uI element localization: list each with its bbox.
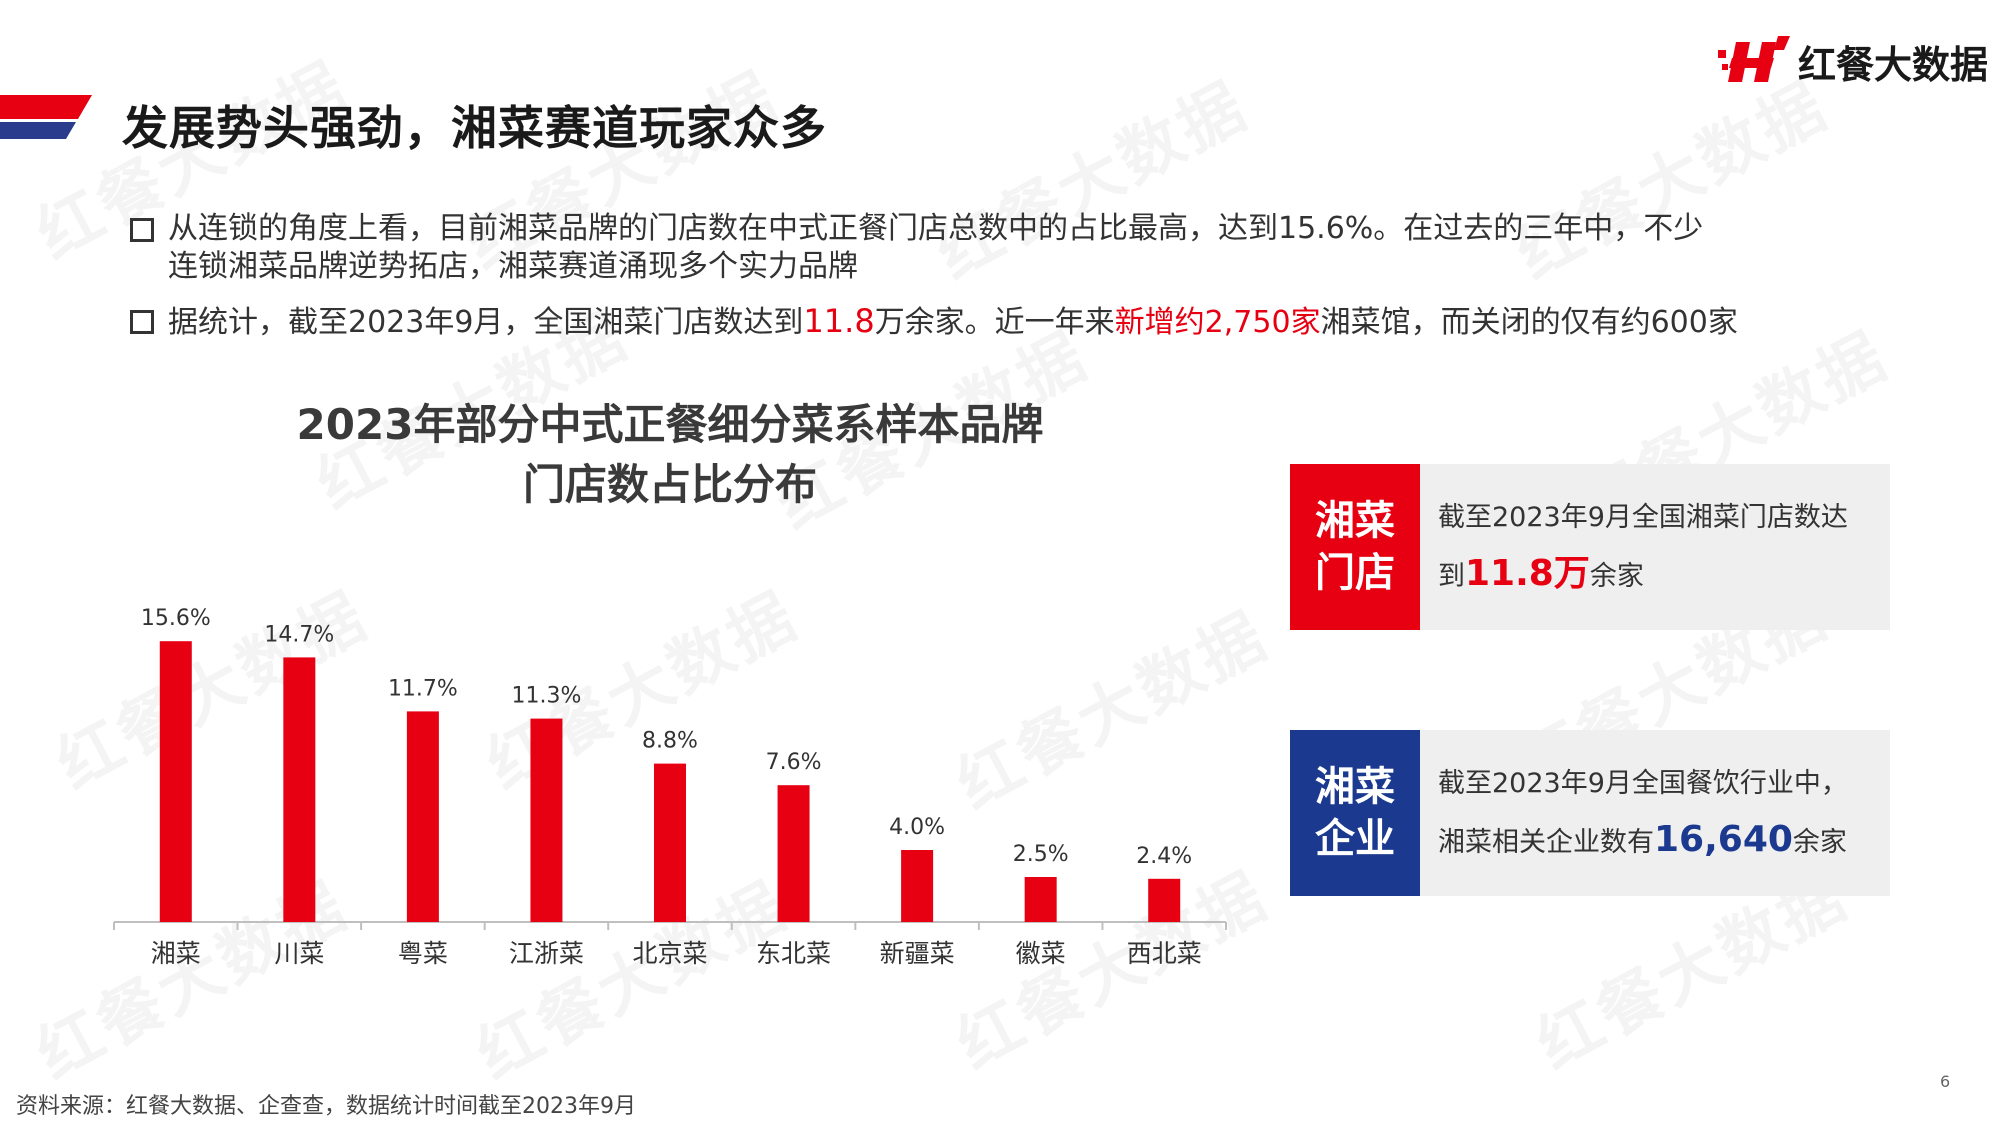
chart-title: 2023年部分中式正餐细分菜系样本品牌 门店数占比分布 — [190, 395, 1150, 515]
bullet-text: 万余家。近一年来 — [874, 305, 1115, 340]
x-tick-label: 新疆菜 — [880, 939, 955, 968]
card-text: 到 — [1438, 561, 1465, 592]
bullet-item: 从连锁的角度上看，目前湘菜品牌的门店数在中式正餐门店总数中的占比最高，达到15.… — [130, 210, 1890, 286]
x-tick-label: 江浙菜 — [509, 939, 584, 968]
x-tick-label: 东北菜 — [756, 939, 831, 968]
highlight-text: 新增约2,750家 — [1114, 305, 1321, 340]
card-body: 截至2023年9月全国湘菜门店数达 到11.8万余家 — [1420, 464, 1848, 630]
page-title: 发展势头强劲，湘菜赛道玩家众多 — [122, 101, 827, 155]
data-label: 11.3% — [511, 684, 581, 709]
card-tag-line: 企业 — [1315, 816, 1395, 862]
info-card-companies: 湘菜 企业 截至2023年9月全国餐饮行业中， 湘菜相关企业数有16,640余家 — [1290, 730, 1890, 896]
bar — [777, 785, 810, 922]
card-tag-line: 湘菜 — [1315, 498, 1395, 544]
x-tick-label: 徽菜 — [1016, 939, 1066, 968]
bullet-list: 从连锁的角度上看，目前湘菜品牌的门店数在中式正餐门店总数中的占比最高，达到15.… — [130, 210, 1890, 358]
source-note: 资料来源：红餐大数据、企查查，数据统计时间截至2023年9月 — [16, 1094, 636, 1119]
info-card-stores: 湘菜 门店 截至2023年9月全国湘菜门店数达 到11.8万余家 — [1290, 464, 1890, 630]
page-number: 6 — [1940, 1072, 1951, 1091]
bar — [406, 711, 439, 922]
x-tick-label: 西北菜 — [1127, 939, 1202, 968]
bar — [530, 718, 563, 922]
data-label: 8.8% — [642, 729, 698, 754]
data-label: 2.5% — [1013, 842, 1069, 867]
card-highlight-number: 11.8万 — [1465, 553, 1590, 594]
bar — [283, 657, 316, 922]
square-bullet-icon — [130, 310, 154, 334]
x-tick-label: 川菜 — [274, 939, 324, 968]
bar-chart: 15.6% 湘菜 14.7% 川菜 11.7% 粤菜 11.3% 江浙菜 8.8% 北京菜 7.6%… — [113, 606, 1227, 968]
card-text: 截至2023年9月全国湘菜门店数达 — [1438, 502, 1848, 533]
brand-logo: 红餐大数据 — [1718, 34, 1988, 89]
card-tag: 湘菜 门店 — [1290, 464, 1420, 630]
card-text: 湘菜相关企业数有 — [1438, 827, 1654, 858]
data-label: 7.6% — [766, 750, 822, 775]
x-tick-label: 粤菜 — [398, 939, 448, 968]
card-tag-line: 湘菜 — [1315, 764, 1395, 810]
data-label: 2.4% — [1136, 844, 1192, 869]
x-tick-label: 北京菜 — [632, 939, 707, 968]
x-tick-label: 湘菜 — [151, 939, 201, 968]
bar — [901, 850, 934, 922]
bullet-text: 湘菜馆，而关闭的仅有约600家 — [1320, 305, 1738, 340]
chart-title-line: 2023年部分中式正餐细分菜系样本品牌 — [296, 400, 1044, 449]
logo-text: 红餐大数据 — [1798, 43, 1989, 87]
card-highlight-number: 16,640 — [1654, 819, 1793, 860]
data-label: 11.7% — [388, 676, 458, 701]
card-body: 截至2023年9月全国餐饮行业中， 湘菜相关企业数有16,640余家 — [1420, 730, 1848, 896]
bullet-text: 据统计，截至2023年9月，全国湘菜门店数达到 — [168, 305, 804, 340]
bullet-text: 连锁湘菜品牌逆势拓店，湘菜赛道涌现多个实力品牌 — [168, 249, 858, 284]
bar — [1024, 877, 1057, 922]
bullet-text: 从连锁的角度上看，目前湘菜品牌的门店数在中式正餐门店总数中的占比最高，达到15.… — [168, 211, 1704, 246]
brand-mark-icon — [1718, 35, 1790, 82]
card-text: 截至2023年9月全国餐饮行业中， — [1438, 768, 1848, 799]
chart-title-line: 门店数占比分布 — [522, 460, 817, 509]
card-text: 余家 — [1589, 561, 1644, 592]
highlight-number: 11.8 — [803, 302, 875, 340]
card-tag: 湘菜 企业 — [1290, 730, 1420, 896]
data-label: 14.7% — [264, 622, 334, 647]
title-accent-bar — [0, 95, 92, 139]
data-label: 15.6% — [141, 606, 211, 631]
data-label: 4.0% — [889, 815, 945, 840]
bar — [654, 763, 686, 922]
card-text: 余家 — [1792, 827, 1847, 858]
square-bullet-icon — [130, 218, 154, 242]
bar — [159, 641, 192, 922]
bar — [1148, 878, 1181, 922]
card-tag-line: 门店 — [1315, 550, 1395, 596]
bullet-item: 据统计，截至2023年9月，全国湘菜门店数达到11.8万余家。近一年来新增约2,… — [130, 302, 1890, 342]
